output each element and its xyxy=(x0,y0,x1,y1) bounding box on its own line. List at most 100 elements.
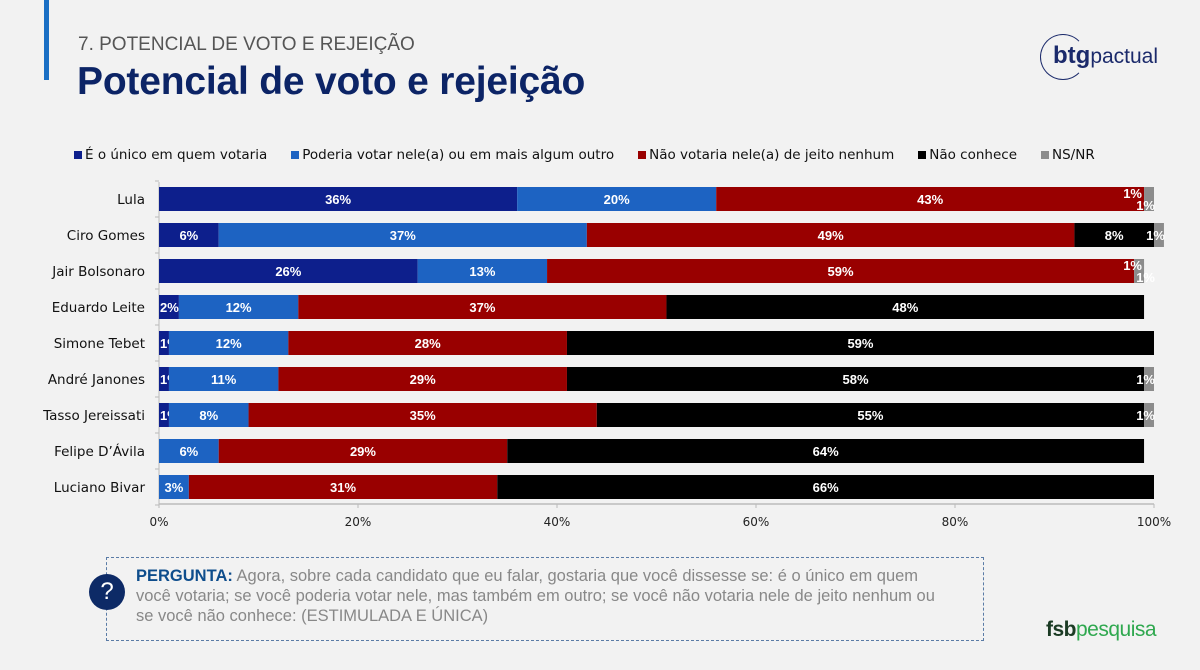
bar-segment xyxy=(1074,223,1154,247)
section-title: 7. POTENCIAL DE VOTO E REJEIÇÃO xyxy=(78,34,415,55)
x-tick-label: 20% xyxy=(345,515,372,529)
data-label: 31% xyxy=(330,480,356,495)
stacked-bar-chart: 0% 20% 40% 60% 80% 100%Lula 36% 20% 43% 1%1%Ciro … xyxy=(42,180,1171,529)
bar-segment xyxy=(159,439,219,463)
data-label: 29% xyxy=(350,444,376,459)
data-label: 1% xyxy=(1136,372,1155,387)
data-label: 36% xyxy=(325,192,351,207)
bar-segment xyxy=(1144,187,1154,211)
data-label: 2% xyxy=(160,300,179,315)
bar-segment xyxy=(248,403,597,427)
bar-segment xyxy=(1154,223,1164,247)
data-label: 1% xyxy=(1146,228,1165,243)
legend-swatch-icon xyxy=(638,151,647,159)
btg-logo-circle-icon xyxy=(1040,34,1086,80)
bar-segment xyxy=(278,367,567,391)
bar-segment xyxy=(497,475,1154,499)
data-label: 1% xyxy=(1123,258,1142,273)
legend-item: Não votaria nele(a) de jeito nenhum xyxy=(638,147,894,163)
legend-label: Não votaria nele(a) de jeito nenhum xyxy=(649,147,895,163)
category-label: Eduardo Leite xyxy=(52,300,145,316)
question-mark-icon: ? xyxy=(89,574,125,610)
x-tick-label: 80% xyxy=(942,515,969,529)
bar-segment xyxy=(168,367,279,391)
data-label: 59% xyxy=(828,264,854,279)
fsb-pesquisa-logo: fsbpesquisa xyxy=(1046,618,1157,642)
data-label: 49% xyxy=(818,228,844,243)
legend-label: NS/NR xyxy=(1052,147,1095,163)
bar-segment xyxy=(168,403,249,427)
data-label: 37% xyxy=(469,300,495,315)
x-tick-label: 40% xyxy=(544,515,571,529)
bar-segment xyxy=(159,475,189,499)
bar-segment xyxy=(159,259,418,283)
bar-segment xyxy=(288,331,567,355)
legend-label: Não conhece xyxy=(929,147,1017,163)
data-label: 37% xyxy=(390,228,416,243)
bar-segment xyxy=(159,331,169,355)
data-label: 1% xyxy=(1136,408,1155,423)
bar-segment xyxy=(417,259,548,283)
category-label: Jair Bolsonaro xyxy=(51,264,145,280)
legend-swatch-icon xyxy=(918,151,927,159)
x-tick-label: 0% xyxy=(149,515,168,529)
data-label: 59% xyxy=(847,336,873,351)
question-label: PERGUNTA: xyxy=(136,567,233,585)
category-label: Simone Tebet xyxy=(54,336,145,352)
data-label: 35% xyxy=(410,408,436,423)
bar-segment xyxy=(188,475,498,499)
bar-segment xyxy=(159,223,219,247)
legend-swatch-icon xyxy=(74,151,82,159)
bar-segment xyxy=(159,295,179,319)
data-label: 6% xyxy=(179,444,198,459)
data-label: 1% xyxy=(1136,198,1155,213)
data-label: 66% xyxy=(813,480,839,495)
bar-segment xyxy=(1144,403,1154,427)
data-label: 29% xyxy=(410,372,436,387)
bar-segment xyxy=(298,295,667,319)
data-label: 13% xyxy=(469,264,495,279)
legend-item: Poderia votar nele(a) ou em mais algum o… xyxy=(291,147,614,163)
bar-segment xyxy=(517,187,717,211)
data-label: 8% xyxy=(1105,228,1124,243)
bar-segment xyxy=(566,367,1145,391)
bar-segment xyxy=(218,439,508,463)
bar-segment xyxy=(566,331,1154,355)
bar-segment xyxy=(507,439,1145,463)
data-label: 12% xyxy=(226,300,252,315)
bar-segment xyxy=(159,187,518,211)
fsb-logo-bold: fsb xyxy=(1046,618,1077,641)
bar-segment xyxy=(547,259,1135,283)
category-label: Luciano Bivar xyxy=(54,480,146,496)
data-label: 3% xyxy=(165,480,184,495)
bar-segment xyxy=(168,331,289,355)
btg-logo-bold: btg xyxy=(1053,42,1091,69)
data-label: 1% xyxy=(1136,270,1155,285)
data-label: 11% xyxy=(211,372,237,387)
fsb-logo-light: pesquisa xyxy=(1076,618,1157,641)
chart-legend: É o único em quem votaria Poderia votar n… xyxy=(74,147,1119,163)
btg-pactual-logo: btgpactual xyxy=(1040,32,1170,82)
bar-segment xyxy=(1134,259,1145,283)
legend-label: Poderia votar nele(a) ou em mais algum o… xyxy=(302,147,615,163)
legend-swatch-icon xyxy=(1041,151,1049,159)
data-label: 64% xyxy=(813,444,839,459)
data-label: 20% xyxy=(604,192,630,207)
data-label: 55% xyxy=(857,408,883,423)
data-label: 12% xyxy=(216,336,242,351)
bar-segment xyxy=(159,367,169,391)
question-body: Agora, sobre cada candidato que eu falar… xyxy=(136,567,935,625)
category-label: Lula xyxy=(117,192,145,208)
accent-bar xyxy=(44,0,49,80)
bar-segment xyxy=(1144,367,1154,391)
bar-segment xyxy=(716,187,1145,211)
bar-segment xyxy=(159,403,169,427)
data-label: 28% xyxy=(415,336,441,351)
x-tick-label: 100% xyxy=(1137,515,1171,529)
btg-logo-light: pactual xyxy=(1090,45,1159,68)
data-label: 6% xyxy=(179,228,198,243)
data-label: 58% xyxy=(842,372,868,387)
legend-swatch-icon xyxy=(291,151,300,159)
page-title: Potencial de voto e rejeição xyxy=(77,60,586,103)
legend-item: Não conhece xyxy=(918,147,1017,163)
